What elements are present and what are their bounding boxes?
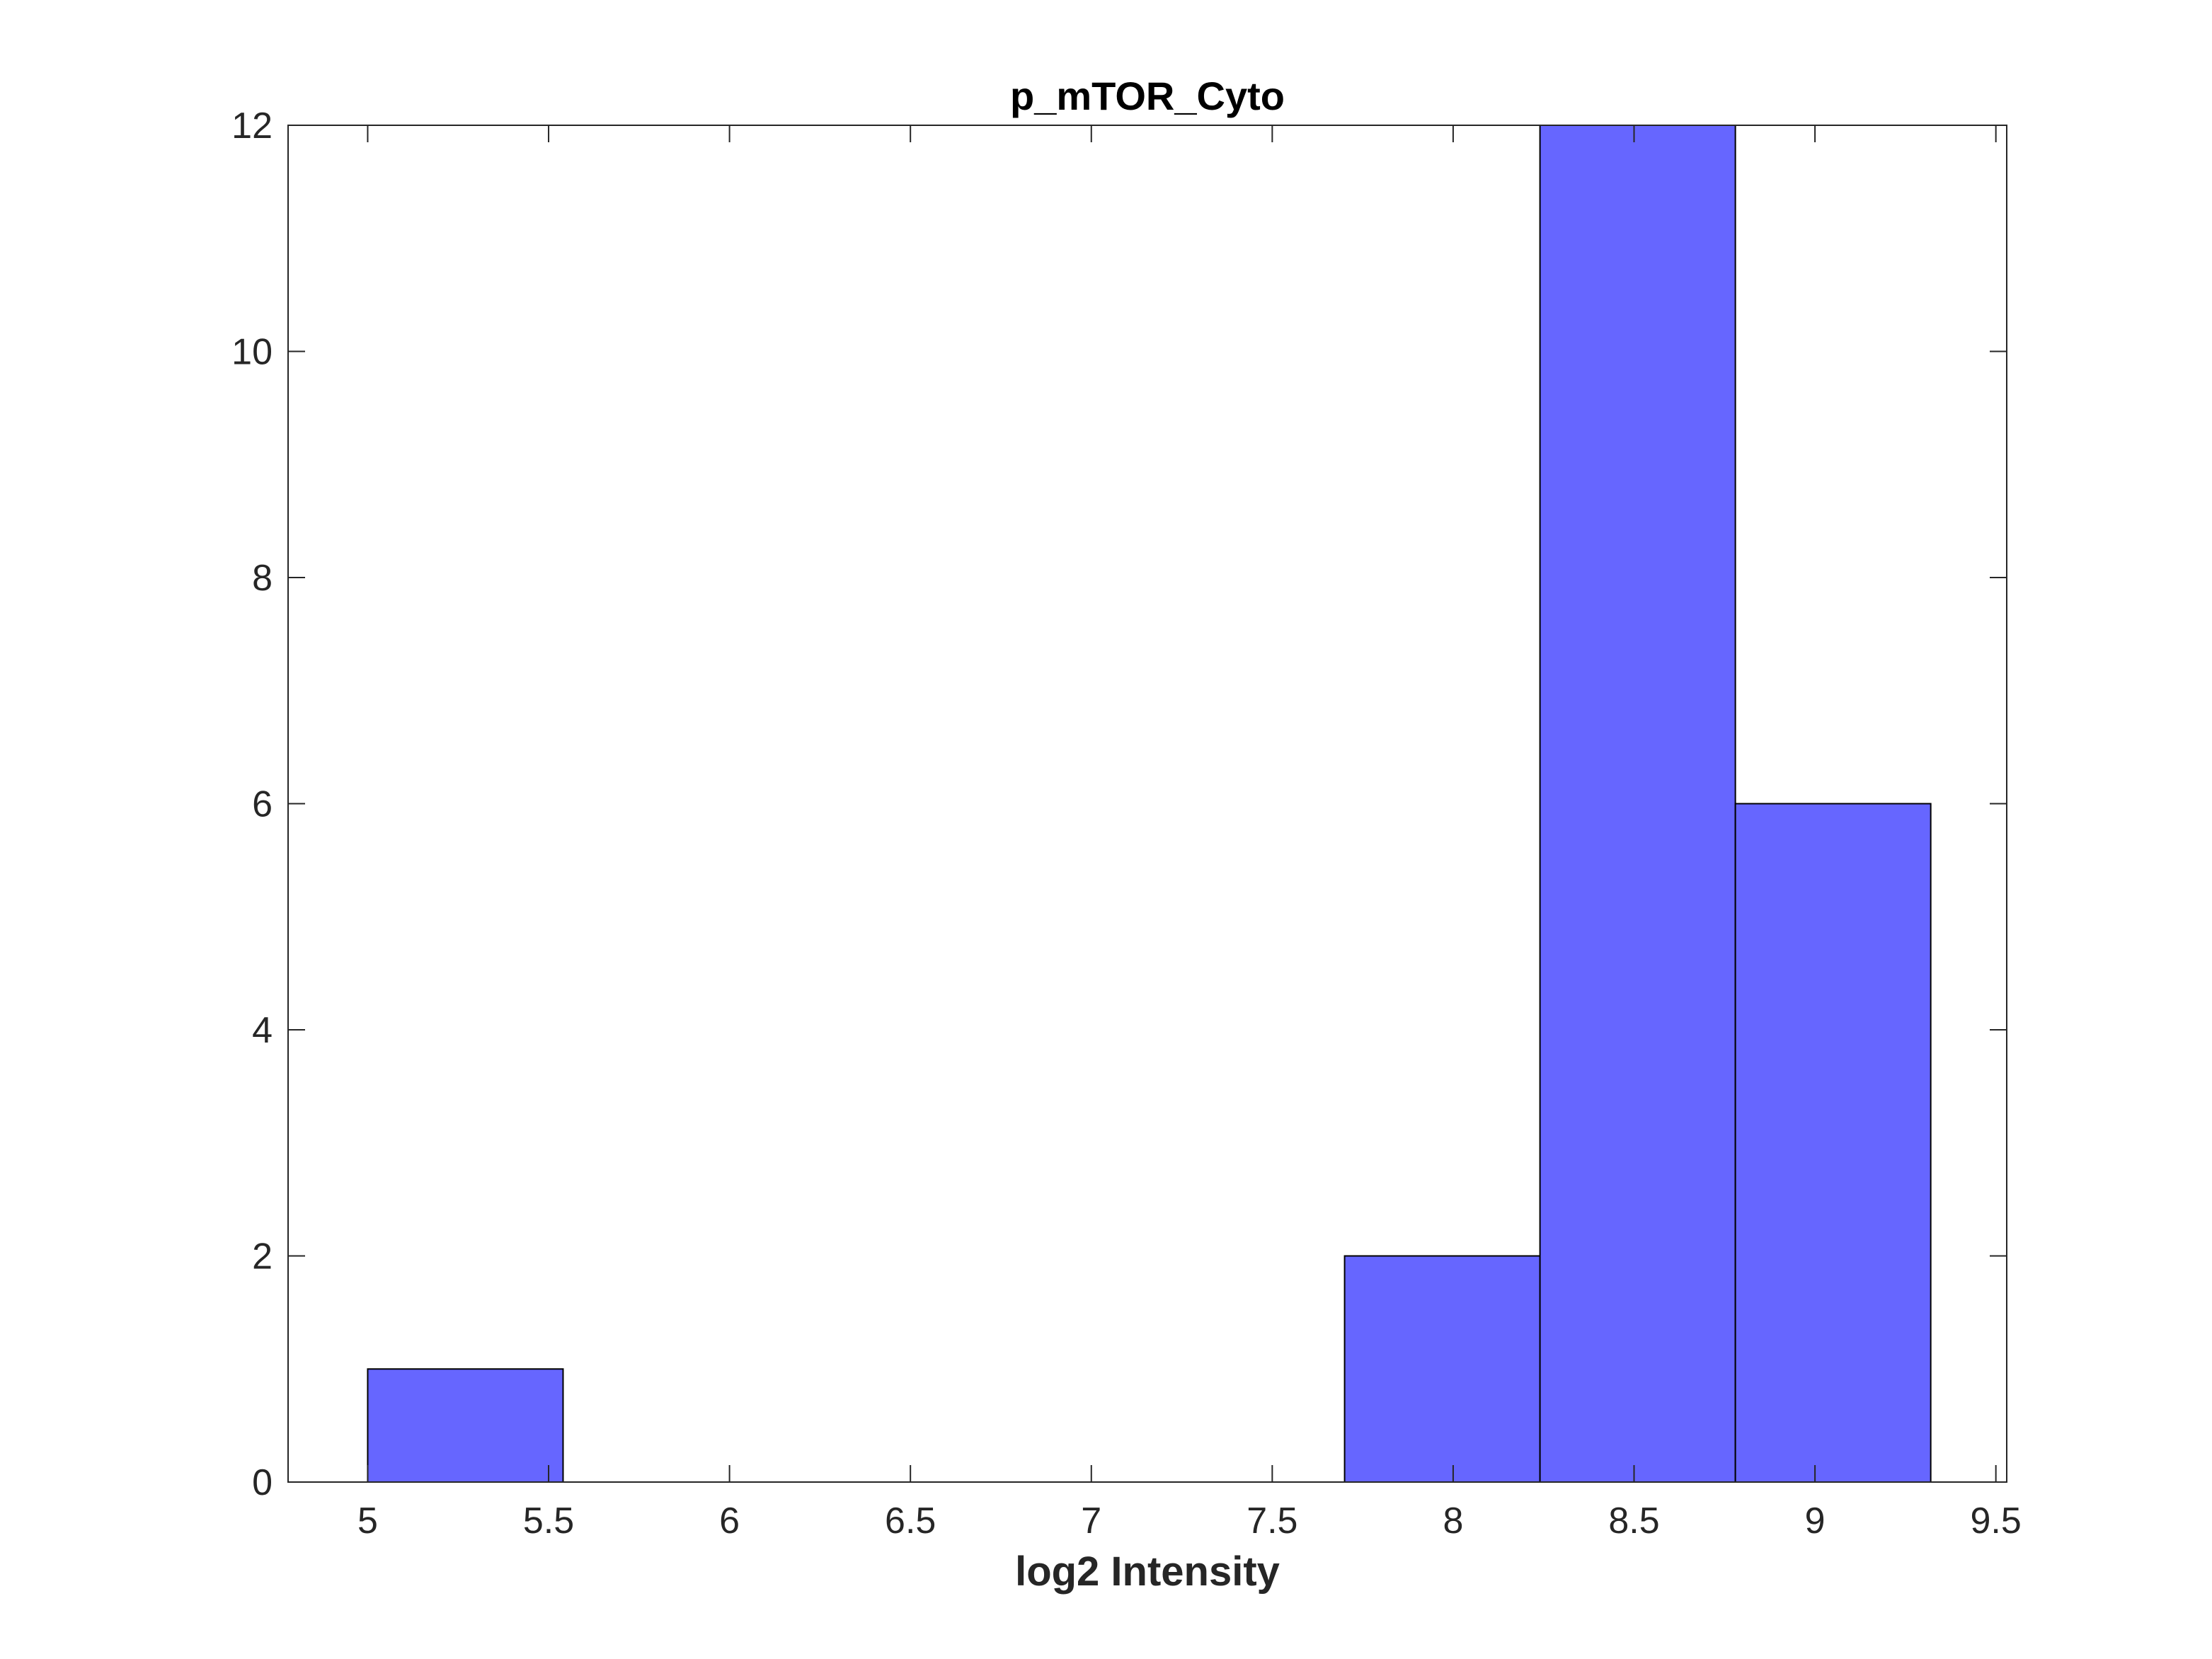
- y-tick-label-6: 12: [231, 105, 273, 147]
- x-tick-label-0: 5: [357, 1500, 378, 1542]
- histogram-bar-7: [1734, 803, 1932, 1483]
- bars-group: [367, 125, 1932, 1483]
- ticks-group: [288, 125, 2007, 1483]
- y-tick-label-3: 6: [252, 784, 273, 825]
- x-axis-label: log2 Intensity: [1015, 1549, 1280, 1595]
- histogram-bar-6: [1539, 125, 1736, 1483]
- histogram-bar-5: [1343, 1255, 1541, 1483]
- x-tick-label-6: 8: [1443, 1500, 1463, 1542]
- x-tick-label-2: 6: [719, 1500, 740, 1542]
- x-tick-label-8: 9: [1805, 1500, 1826, 1542]
- y-tick-label-2: 4: [252, 1010, 273, 1051]
- chart-title: p_mTOR_Cyto: [1010, 74, 1285, 118]
- x-tick-label-7: 8.5: [1608, 1500, 1659, 1542]
- x-tick-label-9: 9.5: [1971, 1500, 2022, 1542]
- y-tick-labels: 0 2 4 6 8 10 12: [231, 105, 273, 1503]
- x-tick-label-3: 6.5: [885, 1500, 936, 1542]
- histogram-bar-0: [367, 1368, 564, 1483]
- y-tick-label-5: 10: [231, 332, 273, 373]
- x-tick-labels: 5 5.5 6 6.5 7 7.5 8 8.5 9 9.5: [357, 1500, 2022, 1542]
- x-tick-label-5: 7.5: [1247, 1500, 1297, 1542]
- y-tick-label-4: 8: [252, 558, 273, 599]
- x-tick-label-4: 7: [1081, 1500, 1101, 1542]
- y-tick-label-1: 2: [252, 1236, 273, 1278]
- axes-box: [287, 125, 2007, 1483]
- y-tick-label-0: 0: [252, 1462, 273, 1503]
- x-tick-label-1: 5.5: [523, 1500, 574, 1542]
